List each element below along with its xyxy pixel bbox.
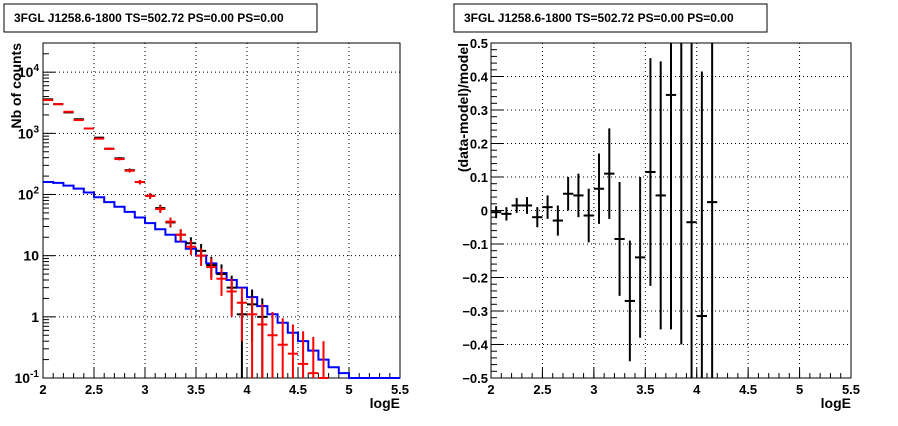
left-y-tick-label: 10-1 (15, 369, 40, 386)
model-point (247, 297, 258, 378)
right-x-tick-label: 3 (590, 382, 597, 397)
right-y-tick-label: 0.4 (470, 70, 489, 85)
right-x-tick-label: 5.5 (842, 382, 860, 397)
model-point (63, 110, 74, 113)
model-point (267, 311, 278, 378)
residual-point (614, 182, 625, 296)
left-y-tick-label: 103 (18, 124, 40, 141)
residual-point (655, 61, 666, 330)
model-point (308, 336, 319, 378)
model-point (73, 119, 84, 122)
right-x-tick-label: 3.5 (636, 382, 654, 397)
left-title: 3FGL J1258.6-1800 TS=502.72 PS=0.00 PS=0… (14, 11, 284, 25)
residual-point (604, 128, 615, 219)
residual-panel: 3FGL J1258.6-1800 TS=502.72 PS=0.00 PS=0… (453, 3, 860, 411)
residual-point (696, 71, 707, 378)
residual-point (583, 188, 594, 243)
left-x-tick-label: 3.5 (187, 382, 205, 397)
model-point (196, 248, 207, 266)
left-title-box (3, 3, 318, 33)
residual-point (542, 195, 553, 219)
right-y-tick-label: −0.2 (462, 271, 488, 286)
left-x-tick-label: 5 (345, 382, 352, 397)
counts-panel: 3FGL J1258.6-1800 TS=502.72 PS=0.00 PS=0… (3, 3, 409, 411)
left-x-tick-label: 5.5 (391, 382, 409, 397)
residual-point (491, 206, 502, 219)
right-x-tick-label: 5 (796, 382, 803, 397)
right-x-tick-label: 4 (693, 382, 701, 397)
left-x-tick-label: 2.5 (85, 382, 103, 397)
left-y-tick-label: 102 (18, 186, 40, 203)
model-point (298, 331, 309, 378)
model-point (145, 193, 156, 199)
right-y-axis-label: (data-model)/model (455, 43, 471, 172)
right-x-tick-label: 2 (487, 382, 494, 397)
model-point (257, 304, 268, 378)
right-x-tick-label: 2.5 (533, 382, 551, 397)
right-title-box (453, 3, 768, 33)
model-point (53, 103, 64, 106)
residual-point (532, 207, 543, 228)
model-point (104, 147, 115, 150)
model-point (287, 324, 298, 378)
left-y-tick-label: 104 (18, 63, 40, 80)
residual-point (645, 58, 656, 286)
residual-point (552, 205, 563, 236)
model-point (124, 169, 135, 173)
model-point (226, 278, 237, 317)
left-x-tick-label: 2 (39, 382, 46, 397)
residual-point (686, 43, 697, 378)
right-y-tick-label: −0.1 (462, 237, 488, 252)
left-x-tick-label: 3 (141, 382, 148, 397)
residual-point (501, 207, 512, 221)
residual-point (511, 198, 522, 213)
residual-point (521, 197, 533, 214)
model-point (318, 341, 329, 379)
residual-point (563, 177, 574, 211)
right-y-tick-label: −0.4 (462, 338, 488, 353)
model-point (185, 240, 196, 255)
left-y-tick-label: 1 (31, 309, 39, 325)
model-point (134, 179, 145, 185)
right-y-tick-label: 0 (481, 204, 488, 219)
right-y-tick-label: −0.5 (462, 371, 488, 386)
right-y-tick-label: 0.5 (470, 36, 488, 51)
model-point (175, 229, 186, 242)
right-x-axis-label: logE (821, 395, 851, 411)
residual-point (707, 43, 718, 378)
model-point (114, 157, 125, 161)
left-x-tick-label: 4 (243, 382, 251, 397)
model-point (43, 99, 54, 102)
right-y-tick-label: −0.3 (462, 304, 488, 319)
residual-point (665, 43, 677, 330)
right-y-tick-label: 0.1 (470, 170, 488, 185)
residual-point (635, 177, 646, 338)
right-y-tick-label: 0.3 (470, 103, 488, 118)
right-title: 3FGL J1258.6-1800 TS=502.72 PS=0.00 PS=0… (464, 11, 734, 25)
model-point (277, 318, 288, 378)
model-point (155, 205, 166, 213)
residual-point (593, 153, 605, 224)
right-x-tick-label: 4.5 (739, 382, 757, 397)
residual-point (573, 173, 584, 218)
residual-point (624, 240, 635, 362)
model-point (83, 127, 94, 130)
model-point (206, 258, 217, 281)
left-x-axis-label: logE (370, 395, 400, 411)
left-y-tick-label: 10 (23, 248, 39, 264)
left-x-tick-label: 4.5 (289, 382, 307, 397)
right-y-tick-label: 0.2 (470, 137, 488, 152)
left-y-axis-label: Nb of counts (8, 43, 24, 129)
model-point (94, 137, 105, 140)
left-plot-frame (42, 42, 401, 379)
model-point (165, 217, 176, 227)
model-point (236, 287, 247, 342)
model-point (216, 268, 227, 296)
